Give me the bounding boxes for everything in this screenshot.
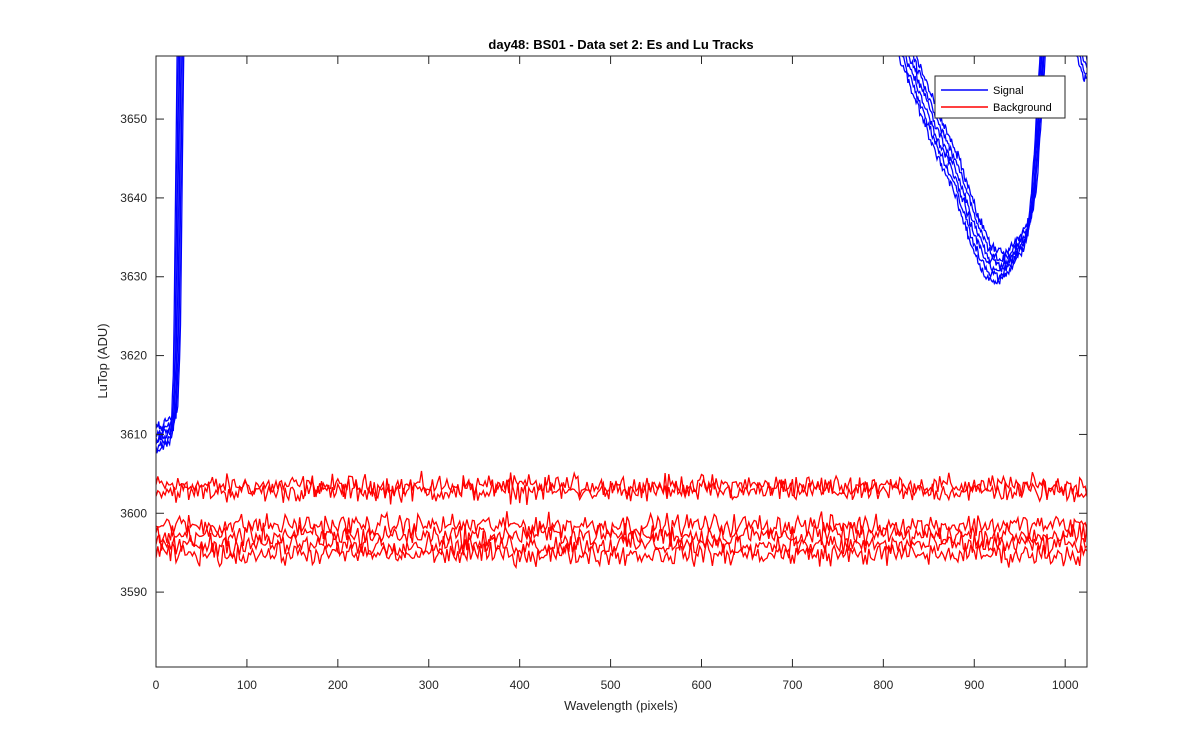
x-tick-label: 300 [419, 678, 439, 692]
legend-box [934, 75, 1066, 119]
y-tick-label: 3610 [120, 427, 147, 441]
legend: Signal Background [934, 75, 1066, 119]
x-axis-label: Wavelength (pixels) [564, 698, 678, 713]
x-tick-label: 600 [691, 678, 711, 692]
y-tick-label: 3650 [120, 112, 147, 126]
legend-entry-background: Background [993, 102, 1052, 114]
x-tick-label: 1000 [1052, 678, 1079, 692]
y-tick-label: 3640 [120, 191, 147, 205]
x-tick-label: 0 [153, 678, 160, 692]
series-layer [156, 56, 1087, 570]
chart-title: day48: BS01 - Data set 2: Es and Lu Trac… [488, 37, 753, 52]
signal-series-line-5 [156, 56, 1045, 438]
y-tick-label: 3620 [120, 349, 147, 363]
x-tick-label: 400 [510, 678, 530, 692]
y-tick-label: 3630 [120, 270, 147, 284]
signal-series-line-3 [156, 56, 1087, 445]
background-series-line-6 [156, 538, 1087, 570]
legend-entry-signal: Signal [993, 85, 1024, 97]
x-tick-label: 800 [873, 678, 893, 692]
x-tick-label: 500 [601, 678, 621, 692]
y-tick-label: 3590 [120, 585, 147, 599]
background-series-line-2 [156, 477, 1087, 505]
x-axis: 0 100 200 300 400 500 600 700 800 900 1000 [153, 56, 1079, 692]
background-series-line-4 [156, 521, 1087, 550]
signal-series-line-6 [156, 56, 1046, 431]
y-tick-label: 3600 [120, 506, 147, 520]
signal-series-line-2 [156, 56, 1087, 452]
x-tick-label: 200 [328, 678, 348, 692]
x-tick-label: 900 [964, 678, 984, 692]
x-tick-label: 100 [237, 678, 257, 692]
y-axis: 3590 3600 3610 3620 3630 3640 3650 [120, 112, 1087, 599]
x-tick-label: 700 [782, 678, 802, 692]
signal-series-line-1 [156, 56, 1087, 454]
background-series-line-3 [156, 510, 1087, 540]
plot-area [156, 56, 1087, 667]
background-series-line-5 [156, 530, 1087, 560]
signal-series-line-4 [156, 56, 1087, 443]
y-axis-label: LuTop (ADU) [95, 323, 110, 398]
plot-frame [155, 55, 1088, 668]
